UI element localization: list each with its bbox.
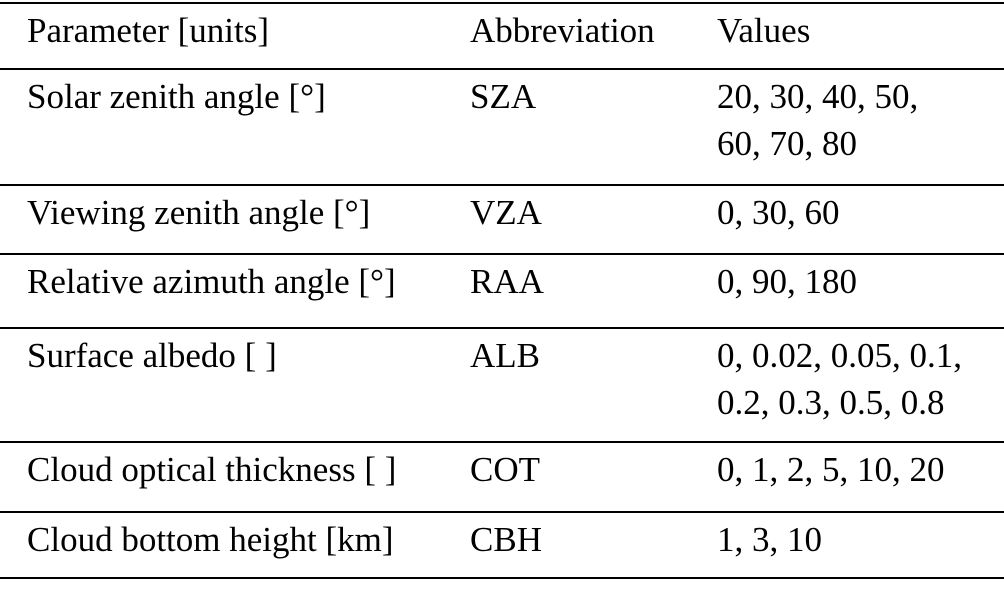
table-row-cbh: Cloud bottom height [km] CBH 1, 3, 10 xyxy=(0,512,1004,578)
table-row-alb: Surface albedo [ ] ALB 0, 0.02, 0.05, 0.… xyxy=(0,328,1004,442)
column-header-parameter: Parameter [units] xyxy=(27,11,269,50)
table-row-vza: Viewing zenith angle [°] VZA 0, 30, 60 xyxy=(0,185,1004,254)
abbreviation-cell: SZA xyxy=(470,77,537,116)
column-header-abbreviation: Abbreviation xyxy=(470,11,655,50)
parameter-cell: Cloud optical thickness [ ] xyxy=(27,450,397,489)
table-row-raa: Relative azimuth angle [°] RAA 0, 90, 18… xyxy=(0,254,1004,328)
column-header-values: Values xyxy=(717,11,811,50)
abbreviation-cell: VZA xyxy=(470,193,542,232)
parameter-cell: Surface albedo [ ] xyxy=(27,336,277,375)
table-header-row: Parameter [units] Abbreviation Values xyxy=(0,3,1004,69)
table-row-cot: Cloud optical thickness [ ] COT 0, 1, 2,… xyxy=(0,442,1004,512)
abbreviation-cell: RAA xyxy=(470,262,544,301)
parameter-cell: Relative azimuth angle [°] xyxy=(27,262,396,301)
values-cell: 1, 3, 10 xyxy=(717,520,822,559)
abbreviation-cell: ALB xyxy=(470,336,540,375)
values-cell: 0, 90, 180 xyxy=(717,262,857,301)
parameter-cell: Solar zenith angle [°] xyxy=(27,77,326,116)
abbreviation-cell: CBH xyxy=(470,520,542,559)
parameters-table: Parameter [units] Abbreviation Values So… xyxy=(0,2,1004,579)
parameter-cell: Cloud bottom height [km] xyxy=(27,520,394,559)
table-row-sza: Solar zenith angle [°] SZA 20, 30, 40, 5… xyxy=(0,69,1004,185)
values-cell: 0, 30, 60 xyxy=(717,193,840,232)
values-cell: 0, 1, 2, 5, 10, 20 xyxy=(717,450,945,489)
abbreviation-cell: COT xyxy=(470,450,540,489)
values-cell: 0, 0.02, 0.05, 0.1, 0.2, 0.3, 0.5, 0.8 xyxy=(717,336,962,422)
parameter-cell: Viewing zenith angle [°] xyxy=(27,193,371,232)
values-cell: 20, 30, 40, 50, 60, 70, 80 xyxy=(717,77,919,163)
